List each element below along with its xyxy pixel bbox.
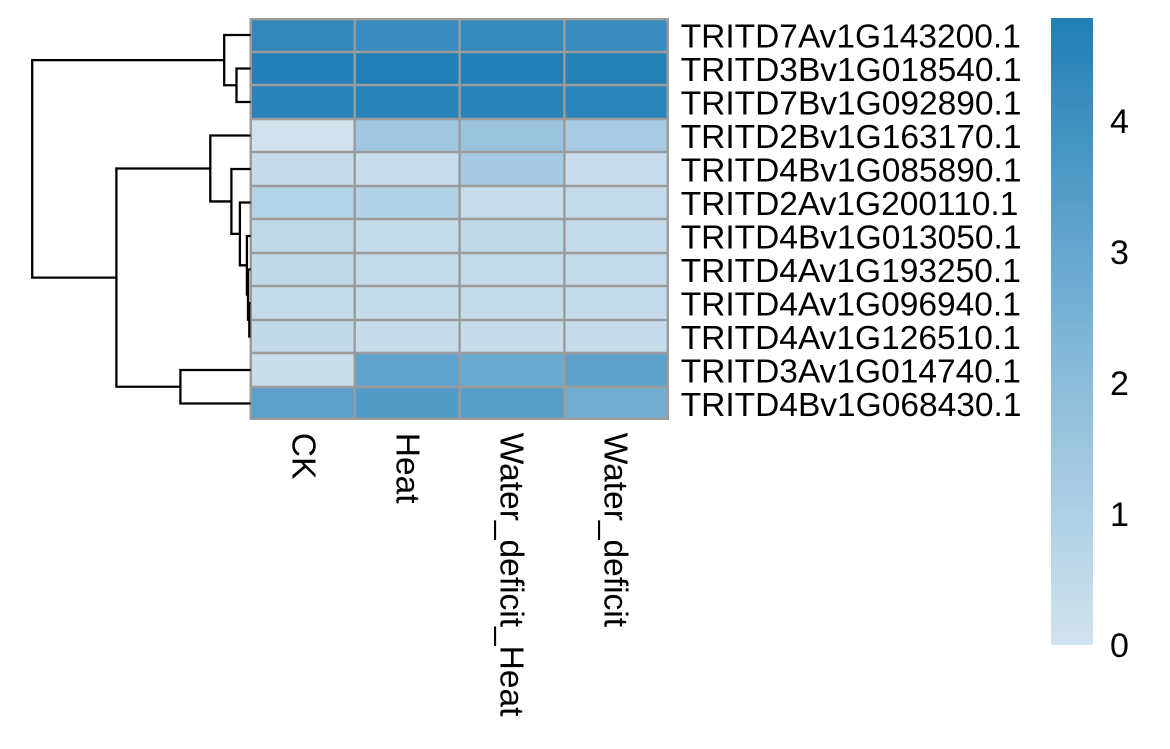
svg-text:TRITD3Av1G014740.1: TRITD3Av1G014740.1 (681, 353, 1021, 390)
svg-text:TRITD7Bv1G092890.1: TRITD7Bv1G092890.1 (681, 85, 1022, 122)
svg-text:Water_deficit_Heat: Water_deficit_Heat (493, 433, 530, 717)
svg-text:TRITD4Av1G193250.1: TRITD4Av1G193250.1 (681, 253, 1021, 290)
svg-text:TRITD7Av1G143200.1: TRITD7Av1G143200.1 (681, 18, 1021, 55)
svg-text:3: 3 (1110, 234, 1129, 272)
svg-text:2: 2 (1110, 365, 1129, 403)
svg-text:TRITD4Av1G096940.1: TRITD4Av1G096940.1 (681, 286, 1021, 323)
svg-text:TRITD4Bv1G068430.1: TRITD4Bv1G068430.1 (681, 387, 1022, 424)
svg-text:TRITD4Bv1G013050.1: TRITD4Bv1G013050.1 (681, 219, 1022, 256)
svg-text:TRITD4Bv1G085890.1: TRITD4Bv1G085890.1 (681, 152, 1022, 189)
svg-text:Heat: Heat (388, 433, 425, 504)
svg-text:TRITD2Av1G200110.1: TRITD2Av1G200110.1 (681, 186, 1019, 223)
svg-text:1: 1 (1110, 496, 1129, 534)
svg-text:Water_deficit: Water_deficit (597, 433, 634, 628)
svg-text:CK: CK (285, 433, 322, 480)
svg-text:TRITD4Av1G126510.1: TRITD4Av1G126510.1 (681, 320, 1021, 357)
svg-text:4: 4 (1110, 103, 1129, 141)
svg-text:TRITD2Bv1G163170.1: TRITD2Bv1G163170.1 (681, 119, 1022, 156)
svg-text:0: 0 (1110, 627, 1129, 665)
svg-text:TRITD3Bv1G018540.1: TRITD3Bv1G018540.1 (681, 52, 1022, 89)
